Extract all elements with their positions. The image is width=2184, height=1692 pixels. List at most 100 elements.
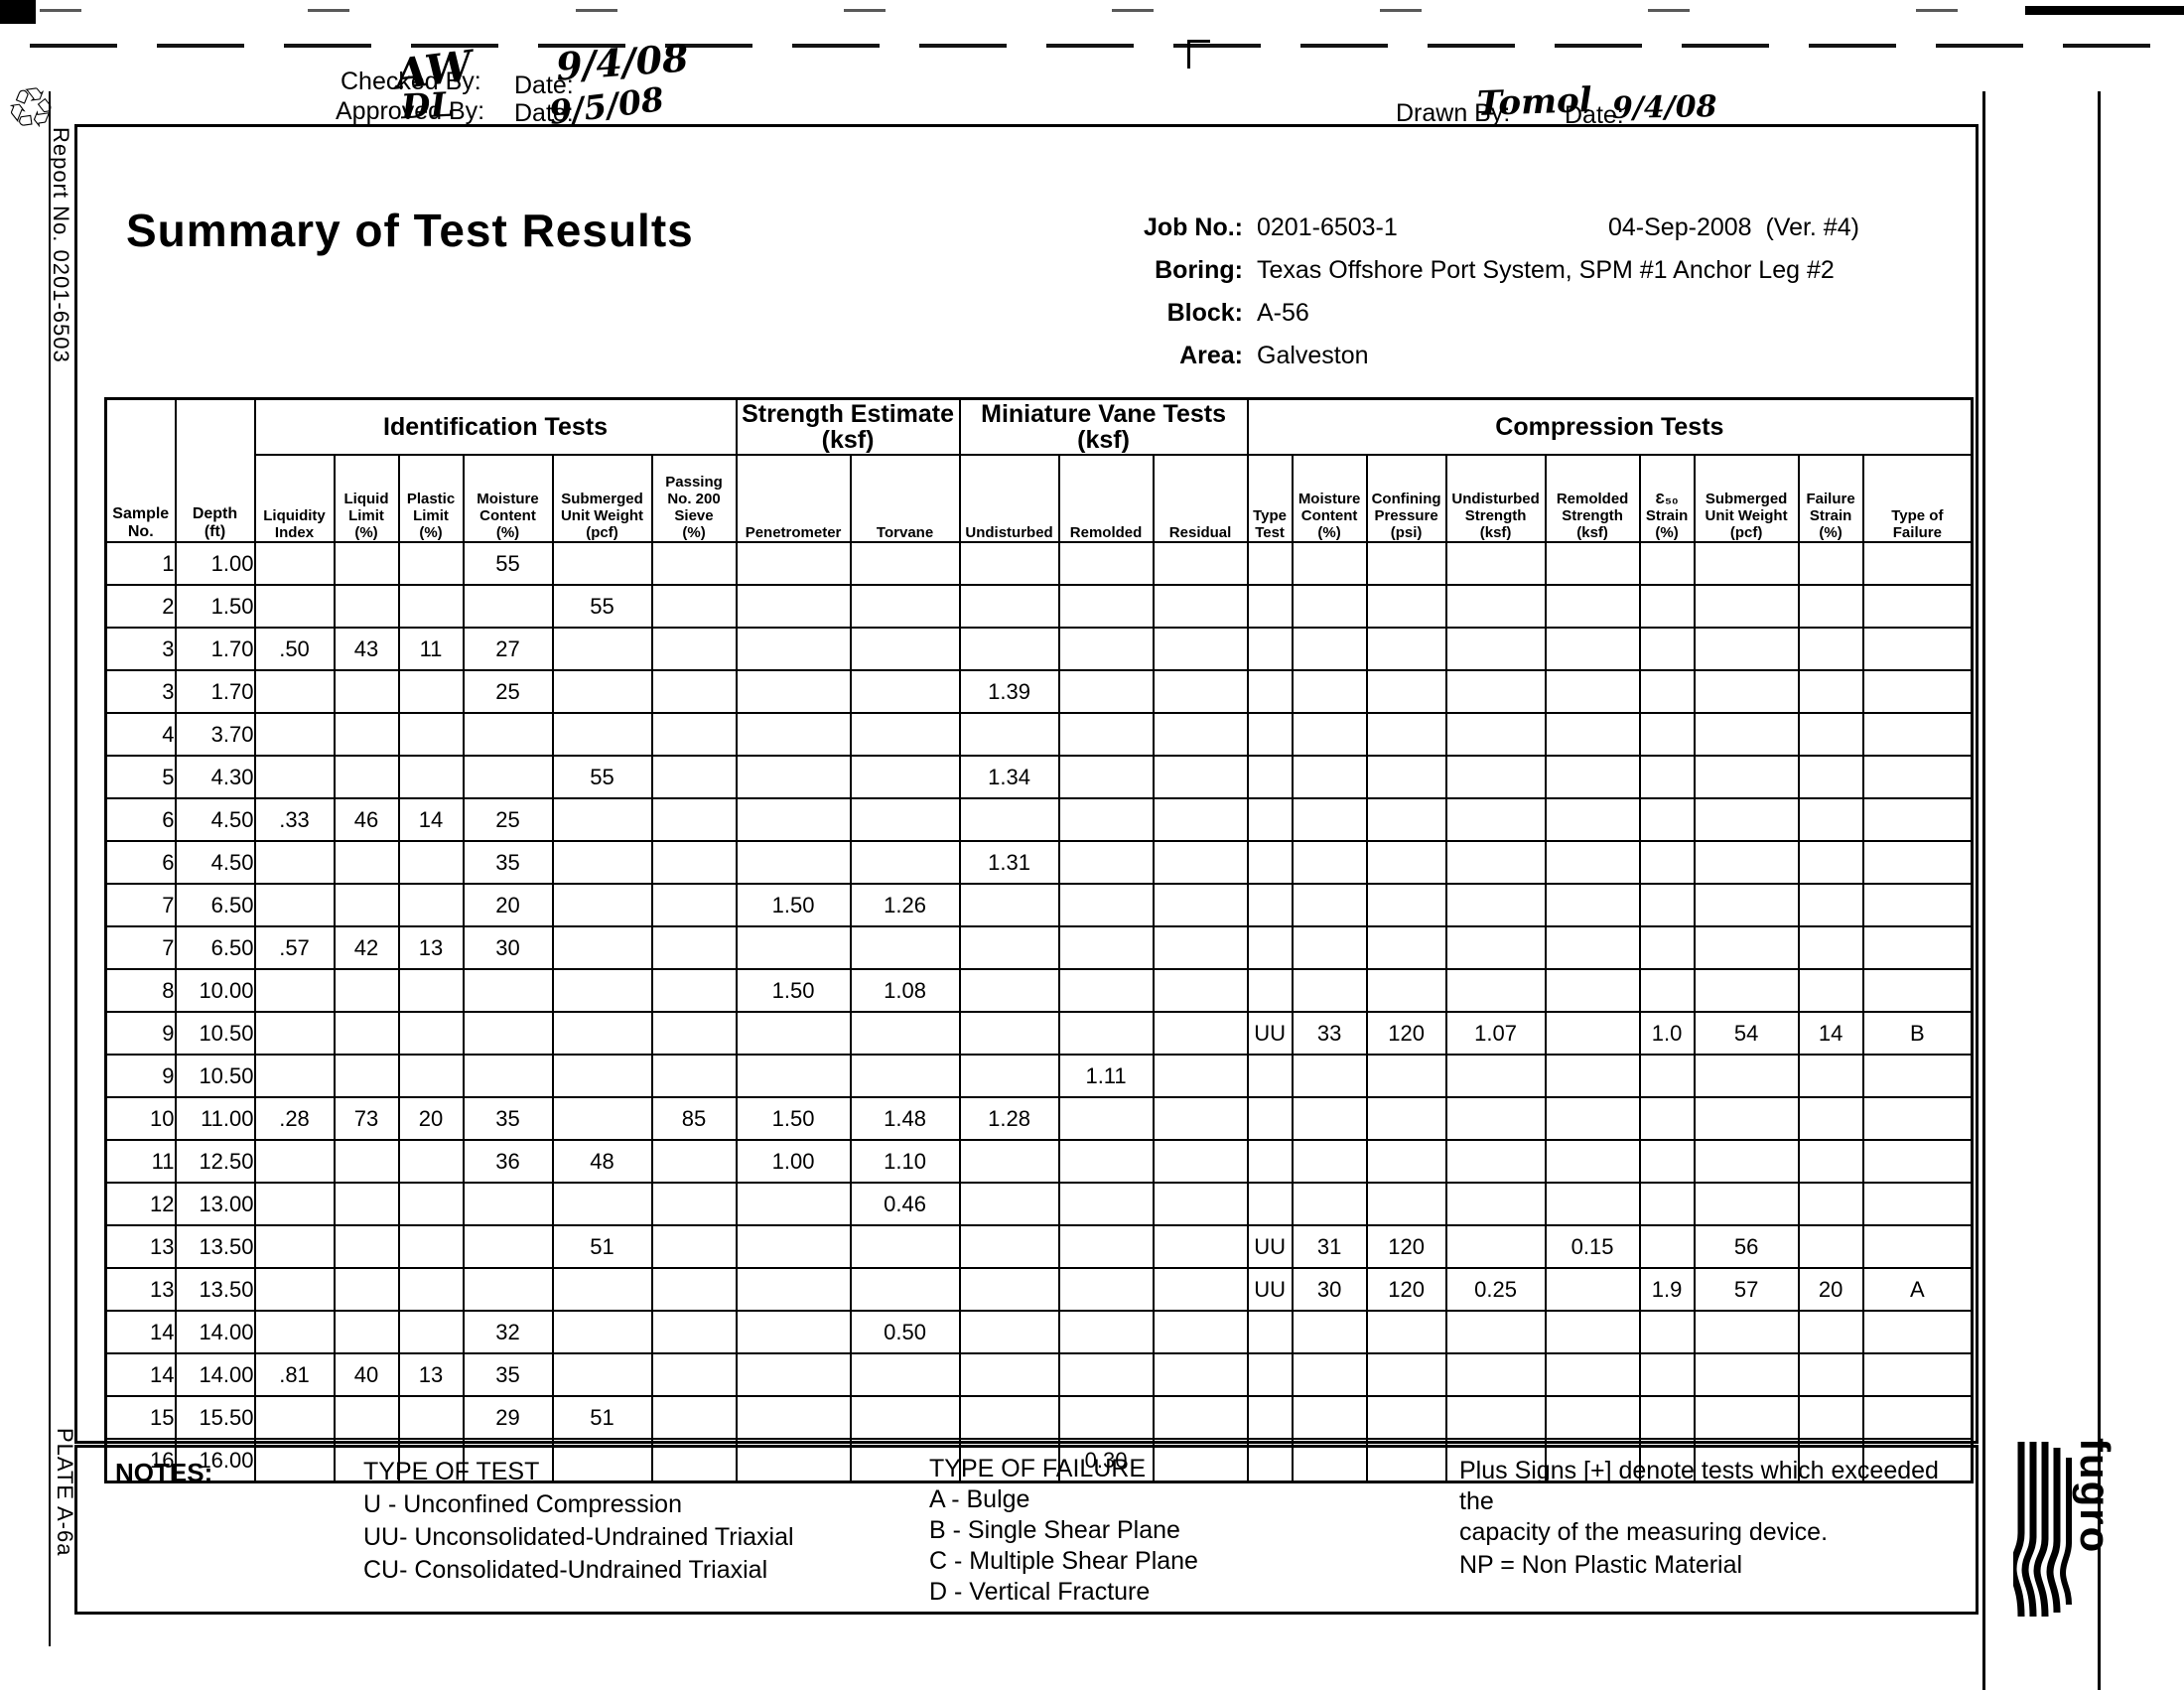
table-cell	[650, 968, 738, 1013]
table-cell	[1057, 1395, 1155, 1440]
table-cell	[1152, 1310, 1249, 1354]
table-cell	[1638, 1096, 1696, 1141]
table-cell: 32	[462, 1310, 554, 1354]
table-cell: 1.08	[849, 968, 961, 1013]
table-cell	[253, 1054, 336, 1098]
table-cell	[397, 1139, 465, 1184]
table-cell	[1444, 1139, 1547, 1184]
col-header-comp-submerged-unit-weight: Submerged Unit Weight (pcf)	[1693, 454, 1800, 543]
table-cell: 35	[462, 1352, 554, 1397]
table-cell	[849, 1267, 961, 1312]
table-cell	[1693, 1310, 1800, 1354]
col-header-remolded: Remolded	[1057, 454, 1155, 543]
table-cell	[551, 1054, 653, 1098]
table-cell	[253, 1267, 336, 1312]
table-cell	[650, 1139, 738, 1184]
table-cell	[849, 712, 961, 757]
table-row: 10 11.00.28 73 20 35 85 1.50 1.48 1.28	[104, 1096, 1974, 1141]
table-cell	[1544, 840, 1641, 885]
type-of-failure-items: A - Bulge B - Single Shear Plane C - Mul…	[929, 1485, 1198, 1606]
table-cell	[958, 1310, 1060, 1354]
table-cell	[650, 1352, 738, 1397]
table-cell	[1152, 1395, 1249, 1440]
table-cell	[462, 1267, 554, 1312]
table-cell	[333, 1054, 400, 1098]
table-cell	[1544, 669, 1641, 714]
table-cell	[551, 712, 653, 757]
table-cell: 14	[104, 1352, 177, 1397]
table-cell	[1057, 541, 1155, 586]
table-cell: 40	[333, 1352, 400, 1397]
table-cell	[397, 968, 465, 1013]
table-cell: 46	[333, 797, 400, 842]
table-cell: 55	[551, 584, 653, 629]
table-cell: 20	[1797, 1267, 1864, 1312]
table-cell	[551, 968, 653, 1013]
table-cell	[1693, 1395, 1800, 1440]
table-cell: 4.50	[174, 797, 256, 842]
table-cell	[1291, 1310, 1368, 1354]
table-cell: 1.9	[1638, 1267, 1696, 1312]
table-cell	[1152, 1096, 1249, 1141]
table-cell	[1638, 1054, 1696, 1098]
table-cell	[1152, 925, 1249, 970]
col-header-liquidity-index: Liquidity Index	[253, 454, 336, 543]
group-header-identification-tests: Identification Tests	[253, 397, 738, 456]
table-cell	[1246, 712, 1294, 757]
table-cell	[1152, 584, 1249, 629]
table-cell	[650, 755, 738, 799]
page-title: Summary of Test Results	[126, 205, 694, 256]
table-cell	[1365, 584, 1447, 629]
table-cell	[650, 712, 738, 757]
table-cell	[1246, 1395, 1294, 1440]
table-cell	[1861, 669, 1974, 714]
table-cell	[849, 797, 961, 842]
table-cell	[1152, 1011, 1249, 1056]
table-cell: 9	[104, 1054, 177, 1098]
table-cell	[551, 1011, 653, 1056]
table-row: 3 1.70.50 43 11 27	[104, 627, 1974, 671]
table-cell	[1057, 840, 1155, 885]
table-cell	[1246, 1352, 1294, 1397]
table-cell	[1544, 1096, 1641, 1141]
scan-artifact	[30, 44, 2184, 48]
table-cell	[551, 840, 653, 885]
table-cell	[1797, 1096, 1864, 1141]
table-cell	[1638, 1352, 1696, 1397]
table-cell: .57	[253, 925, 336, 970]
table-cell	[253, 755, 336, 799]
table-cell	[1861, 925, 1974, 970]
col-header-residual: Residual	[1152, 454, 1249, 543]
table-cell: 6.50	[174, 883, 256, 927]
table-cell: UU	[1246, 1267, 1294, 1312]
table-cell	[1544, 968, 1641, 1013]
table-cell: 4	[104, 712, 177, 757]
table-cell	[1693, 712, 1800, 757]
table-cell	[1152, 1182, 1249, 1226]
table-cell	[650, 1310, 738, 1354]
table-cell	[1861, 1054, 1974, 1098]
table-cell	[397, 669, 465, 714]
table-cell	[1544, 1054, 1641, 1098]
table-cell	[1638, 712, 1696, 757]
table-cell	[735, 1310, 852, 1354]
table-cell	[958, 584, 1060, 629]
type-of-test-items: U - Unconfined Compression UU- Unconsoli…	[363, 1490, 794, 1584]
table-cell: 0.50	[849, 1310, 961, 1354]
table-cell	[333, 1310, 400, 1354]
table-cell	[253, 1310, 336, 1354]
table-cell	[1365, 1139, 1447, 1184]
table-cell	[735, 925, 852, 970]
table-cell	[551, 1182, 653, 1226]
table-cell: 36	[462, 1139, 554, 1184]
table-cell	[1291, 968, 1368, 1013]
table-cell	[333, 1395, 400, 1440]
table-cell: 1.0	[1638, 1011, 1696, 1056]
table-row: 9 10.50 1.11	[104, 1054, 1974, 1098]
table-cell	[1638, 1139, 1696, 1184]
table-cell	[1365, 1395, 1447, 1440]
table-cell	[958, 1182, 1060, 1226]
table-cell	[1246, 541, 1294, 586]
table-cell: 120	[1365, 1224, 1447, 1269]
table-cell	[1291, 883, 1368, 927]
